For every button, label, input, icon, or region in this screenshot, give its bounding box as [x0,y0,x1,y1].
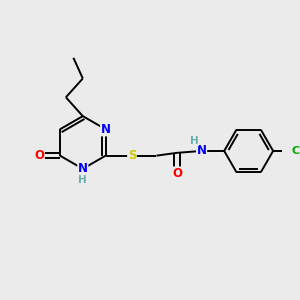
Text: O: O [172,167,182,180]
Text: Cl: Cl [292,146,300,156]
Text: O: O [34,149,44,162]
Text: H: H [78,175,87,185]
Text: H: H [190,136,199,146]
Text: N: N [78,162,88,175]
Text: N: N [196,144,207,158]
Text: N: N [100,123,111,136]
Text: S: S [128,149,136,162]
